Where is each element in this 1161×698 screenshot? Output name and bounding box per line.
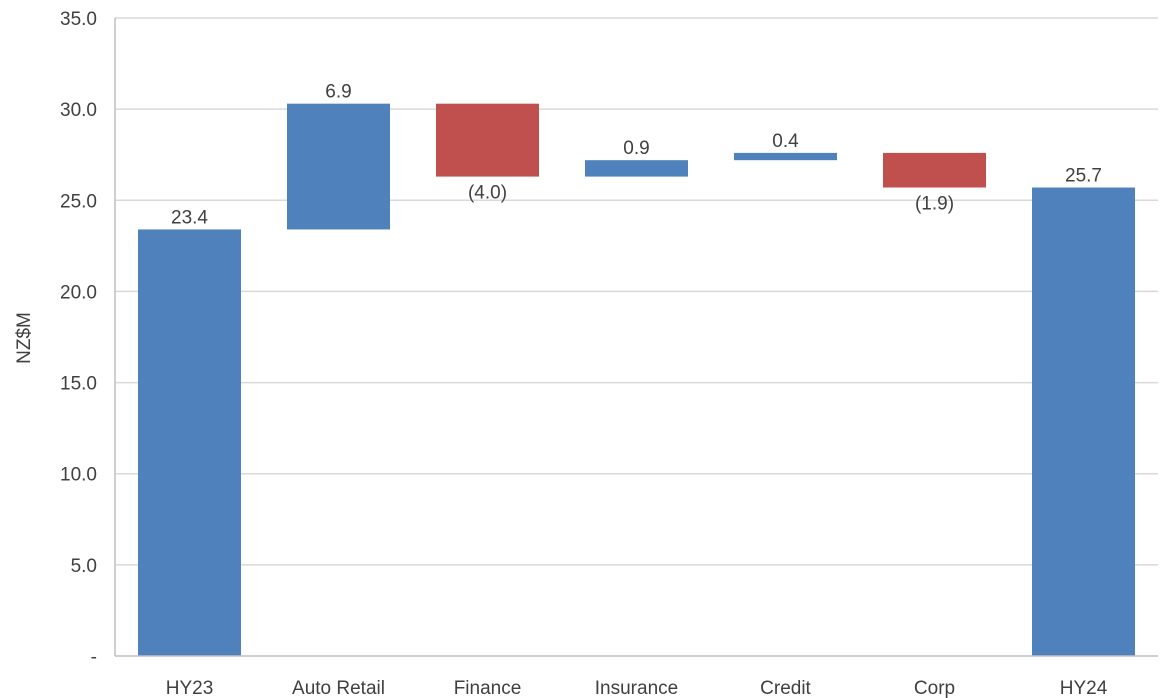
y-tick-label: 10.0	[60, 465, 97, 486]
data-labels: 23.4 6.9 (4.0) 0.9 0.4 (1.9) 25.7	[171, 82, 1102, 229]
bar-auto-retail	[287, 103, 390, 230]
y-tick-label: 35.0	[60, 9, 97, 30]
data-label: 0.9	[623, 138, 649, 159]
x-tick-labels: HY23 Auto Retail Finance Insurance Credit Cor…	[166, 678, 1108, 698]
y-tick-labels: - 5.0 10.0 15.0 20.0 25.0 30.0 35.0	[60, 9, 97, 668]
y-tick-label: 20.0	[60, 282, 97, 303]
bar-corp	[883, 152, 986, 188]
bar-insurance	[585, 160, 688, 177]
y-tick-label: 15.0	[60, 374, 97, 395]
bars	[138, 103, 1135, 657]
bar-credit	[734, 152, 837, 161]
bar-hy23	[138, 229, 241, 657]
gridlines	[115, 17, 1158, 566]
y-tick-label: 30.0	[60, 100, 97, 121]
bar-finance	[436, 103, 539, 177]
y-axis-label: NZ$M	[14, 312, 35, 364]
bar-hy24	[1032, 187, 1135, 657]
x-tick-label: HY23	[166, 678, 214, 698]
x-tick-label: HY24	[1060, 678, 1108, 698]
x-tick-label: Insurance	[595, 678, 678, 698]
x-tick-label: Credit	[760, 678, 811, 698]
data-label: 0.4	[772, 131, 799, 152]
data-label: (4.0)	[468, 183, 507, 204]
x-tick-label: Auto Retail	[292, 678, 385, 698]
x-tick-label: Corp	[914, 678, 955, 698]
y-tick-label: -	[91, 647, 97, 668]
y-tick-label: 25.0	[60, 191, 97, 212]
data-label: (1.9)	[915, 194, 954, 215]
x-tick-label: Finance	[454, 678, 522, 698]
y-tick-label: 5.0	[71, 556, 97, 577]
data-label: 23.4	[171, 207, 208, 228]
data-label: 6.9	[325, 82, 351, 103]
data-label: 25.7	[1065, 166, 1102, 187]
